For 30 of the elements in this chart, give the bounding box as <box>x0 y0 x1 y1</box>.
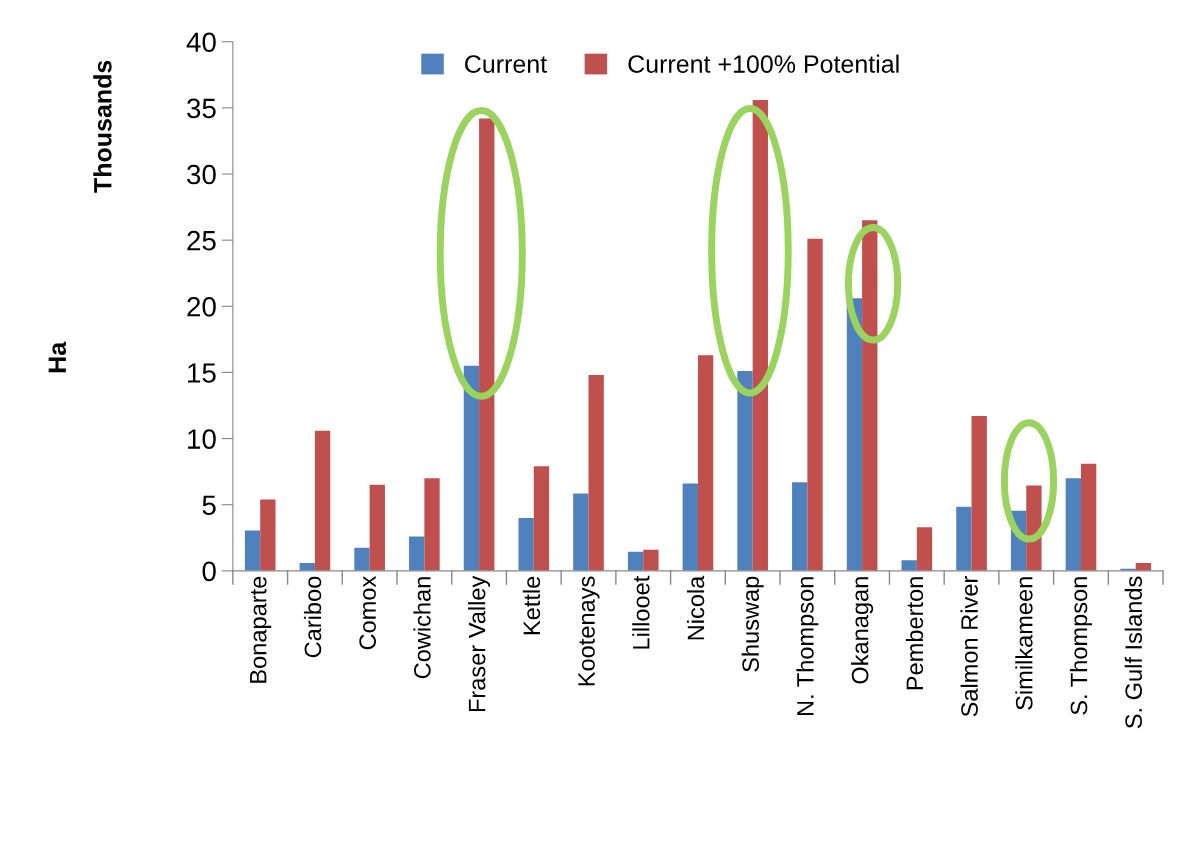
y-tick-label: 30 <box>187 164 216 185</box>
x-tick-label: Bonaparte <box>250 576 272 683</box>
x-tick-label: S. Thompson <box>1069 577 1092 715</box>
y-tick-label: 40 <box>186 32 216 53</box>
x-tick-label: Kootenays <box>578 576 600 686</box>
x-tick-label: Similkameen <box>1015 577 1033 710</box>
y-tick-label: 10 <box>188 429 216 449</box>
x-tick-label: Lillooet <box>632 575 650 649</box>
x-tick-label: Cowichan <box>413 577 431 679</box>
x-tick-label: Nicola <box>686 575 705 640</box>
x-tick-label: N. Thompson <box>796 577 819 716</box>
legend-label: Current +100% Potential <box>628 54 899 73</box>
x-tick-label: Okanagan <box>851 577 874 684</box>
y-tick-label: 20 <box>187 296 216 317</box>
y-tick-label: 5 <box>202 495 216 516</box>
y-axis-title: Thousands <box>93 60 112 193</box>
x-tick-label: Kettle <box>522 576 541 635</box>
text: Ha <box>48 341 67 373</box>
y-tick-label: 0 <box>202 561 216 582</box>
y-tick-label: 15 <box>188 363 216 383</box>
x-tick-label: Pemberton <box>905 577 924 690</box>
x-tick-label: Shuswap <box>741 576 764 672</box>
y-tick-label: 25 <box>187 230 216 251</box>
y-tick-label: 35 <box>187 98 216 119</box>
x-tick-label: Salmon River <box>960 576 978 717</box>
legend-label: Current <box>465 55 547 73</box>
x-tick-label: Cariboo <box>303 576 322 658</box>
x-tick-label: Comox <box>359 575 376 650</box>
x-tick-label: S. Gulf Islands <box>1124 576 1143 729</box>
x-tick-label: Fraser Valley <box>468 575 491 712</box>
